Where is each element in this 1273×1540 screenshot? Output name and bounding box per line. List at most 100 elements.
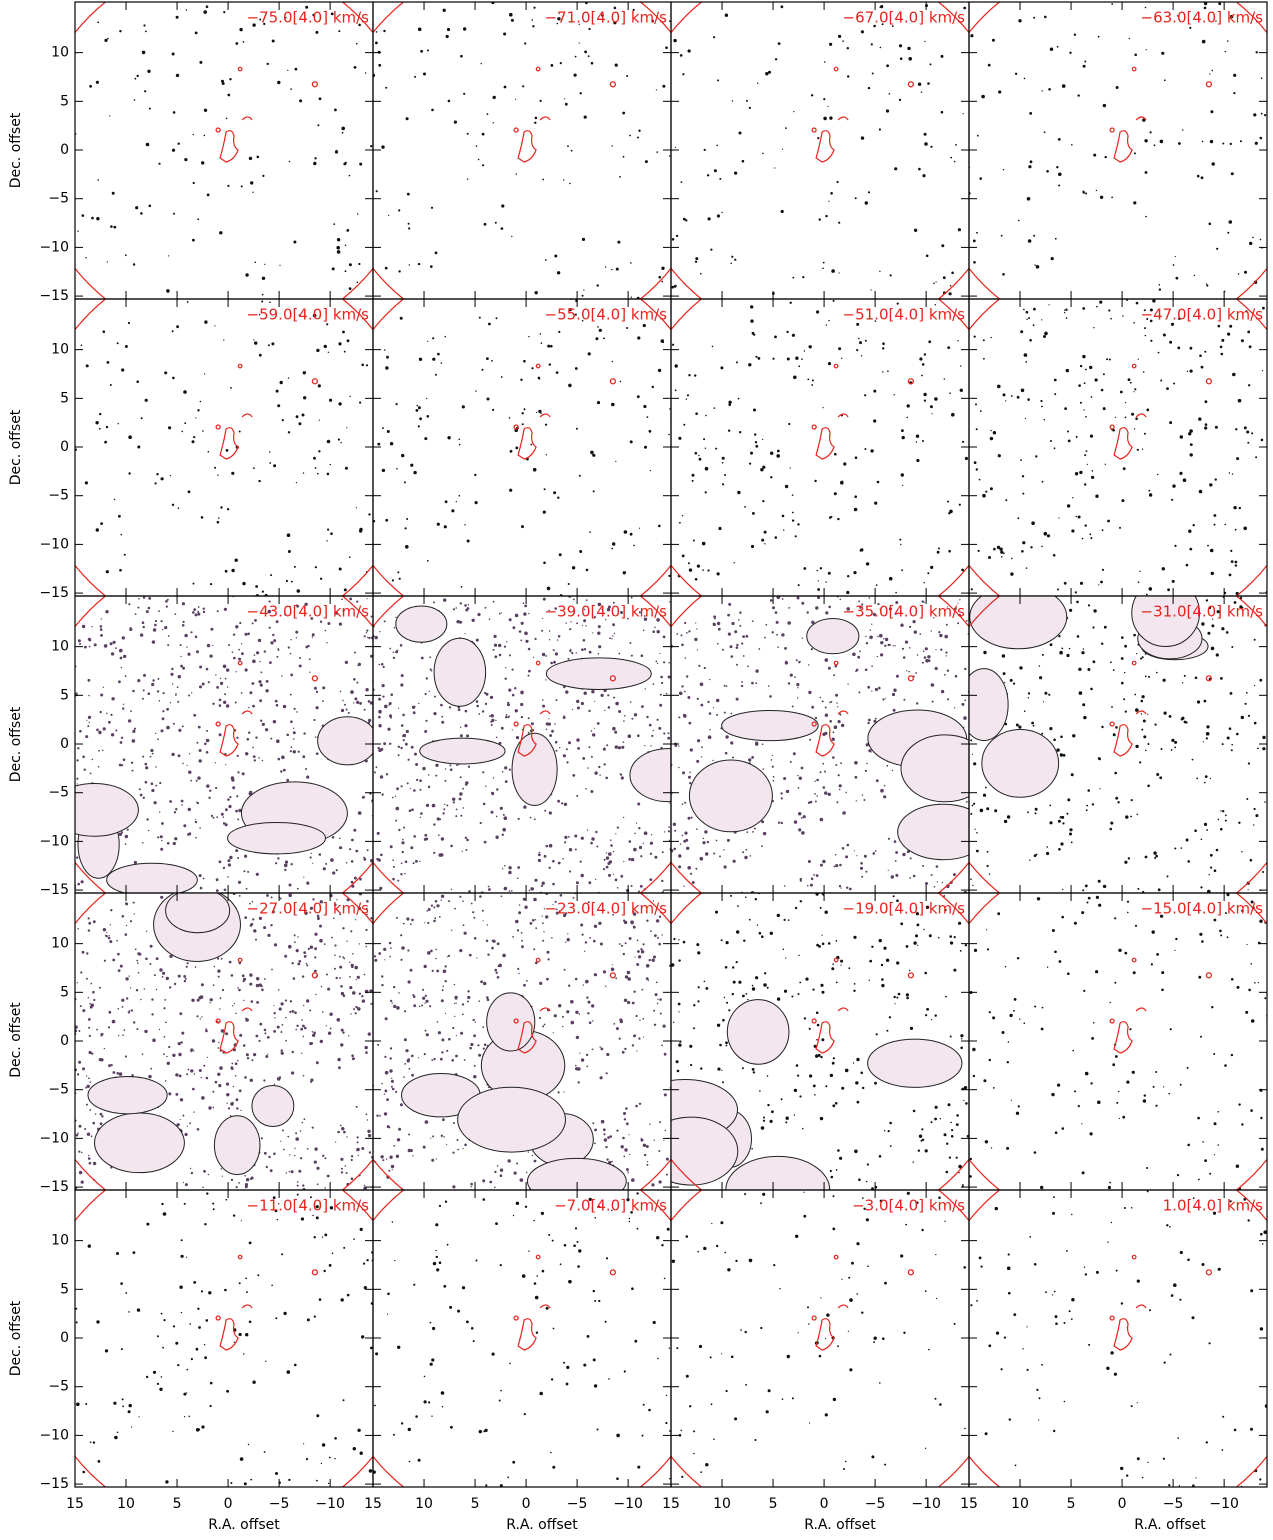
emission-speck bbox=[128, 603, 131, 606]
emission-speck bbox=[832, 299, 835, 302]
emission-speck bbox=[180, 1041, 183, 1044]
emission-speck bbox=[674, 829, 677, 832]
emission-speck bbox=[531, 919, 535, 922]
emission-speck bbox=[411, 1073, 414, 1077]
emission-speck bbox=[128, 975, 130, 977]
emission-speck bbox=[133, 913, 135, 915]
emission-speck bbox=[705, 414, 707, 417]
emission-speck bbox=[781, 633, 785, 637]
emission-speck bbox=[1023, 308, 1025, 311]
emission-speck bbox=[334, 954, 336, 957]
emission-speck bbox=[314, 932, 318, 936]
emission-speck bbox=[927, 655, 931, 659]
emission-speck bbox=[789, 301, 792, 304]
emission-speck bbox=[265, 1165, 268, 1169]
emission-speck bbox=[225, 1082, 230, 1086]
emission-speck bbox=[1212, 618, 1214, 620]
emission-speck bbox=[618, 710, 622, 713]
emission-speck bbox=[814, 800, 817, 803]
emission-speck bbox=[721, 462, 724, 464]
emission-speck bbox=[92, 1121, 95, 1125]
emission-speck bbox=[799, 877, 802, 881]
emission-speck bbox=[1135, 744, 1139, 749]
emission-speck bbox=[558, 330, 561, 333]
emission-speck bbox=[603, 858, 606, 861]
emission-speck bbox=[619, 1020, 624, 1024]
emission-speck bbox=[1178, 317, 1181, 320]
emission-speck bbox=[673, 38, 677, 43]
emission-speck bbox=[1182, 682, 1184, 684]
emission-speck bbox=[638, 129, 641, 132]
emission-speck bbox=[835, 693, 839, 697]
emission-speck bbox=[78, 1170, 83, 1175]
emission-speck bbox=[1057, 819, 1061, 823]
emission-speck bbox=[277, 989, 280, 991]
emission-speck bbox=[638, 1102, 642, 1106]
emission-speck bbox=[408, 227, 411, 230]
emission-speck bbox=[1005, 400, 1007, 402]
emission-speck bbox=[134, 613, 137, 615]
emission-speck bbox=[723, 849, 725, 851]
emission-speck bbox=[252, 23, 256, 27]
emission-speck bbox=[305, 768, 308, 770]
emission-speck bbox=[504, 865, 506, 867]
emission-speck bbox=[558, 1004, 562, 1008]
emission-speck bbox=[629, 701, 632, 703]
emission-speck bbox=[780, 792, 783, 795]
emission-speck bbox=[411, 808, 414, 811]
emission-speck bbox=[527, 1151, 529, 1153]
emission-speck bbox=[830, 192, 833, 195]
emission-speck bbox=[289, 1010, 292, 1014]
emission-speck bbox=[570, 621, 572, 623]
emission-speck bbox=[148, 829, 150, 832]
emission-speck bbox=[680, 634, 683, 637]
emission-speck bbox=[1095, 494, 1099, 498]
emission-speck bbox=[1228, 220, 1233, 224]
emission-speck bbox=[1097, 35, 1100, 38]
emission-speck bbox=[661, 879, 664, 883]
emission-speck bbox=[698, 457, 702, 461]
emission-speck bbox=[1176, 15, 1179, 17]
emission-speck bbox=[420, 656, 424, 660]
emission-speck bbox=[258, 983, 262, 987]
emission-speck bbox=[846, 590, 850, 595]
emission-speck bbox=[1193, 274, 1196, 277]
emission-speck bbox=[942, 276, 946, 280]
emission-speck bbox=[809, 800, 813, 804]
emission-speck bbox=[1230, 560, 1234, 563]
emission-speck bbox=[368, 1151, 372, 1154]
emission-speck bbox=[1201, 39, 1206, 44]
emission-speck bbox=[1146, 408, 1150, 412]
emission-speck bbox=[613, 696, 616, 699]
emission-speck bbox=[319, 620, 323, 623]
emission-speck bbox=[337, 438, 340, 441]
emission-speck bbox=[322, 1154, 325, 1158]
emission-speck bbox=[294, 67, 298, 71]
emission-speck bbox=[431, 803, 436, 808]
emission-speck bbox=[257, 638, 262, 643]
emission-speck bbox=[800, 817, 803, 819]
emission-speck bbox=[1249, 858, 1253, 862]
emission-speck bbox=[870, 289, 872, 291]
emission-speck bbox=[767, 685, 770, 687]
emission-speck bbox=[445, 34, 449, 39]
emission-speck bbox=[88, 1034, 91, 1037]
emission-speck bbox=[642, 629, 645, 632]
emission-speck bbox=[369, 989, 373, 993]
emission-speck bbox=[149, 944, 153, 948]
emission-speck bbox=[619, 176, 621, 178]
emission-speck bbox=[388, 214, 390, 216]
emission-speck bbox=[1110, 317, 1112, 320]
emission-speck bbox=[219, 677, 222, 679]
emission-speck bbox=[521, 412, 524, 415]
y-tick-label: −5 bbox=[48, 785, 69, 801]
emission-speck bbox=[732, 756, 735, 759]
emission-speck bbox=[355, 849, 359, 853]
emission-speck bbox=[871, 623, 873, 625]
emission-speck bbox=[817, 137, 820, 140]
emission-speck bbox=[236, 736, 239, 739]
emission-speck bbox=[204, 742, 207, 746]
emission-speck bbox=[581, 648, 584, 651]
emission-speck bbox=[847, 75, 850, 78]
emission-speck bbox=[438, 834, 440, 836]
